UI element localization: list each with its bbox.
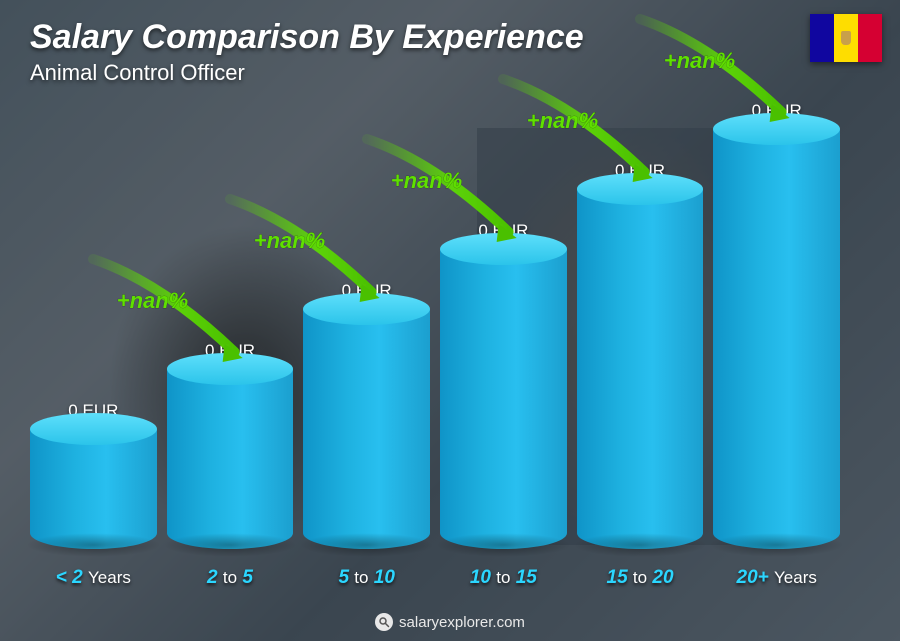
bar-body — [167, 369, 294, 549]
bar-top-ellipse — [713, 113, 840, 145]
bar-body — [577, 189, 704, 549]
bar-top-ellipse — [303, 293, 430, 325]
flag-stripe-red — [858, 14, 882, 62]
flag-stripe-yellow — [834, 14, 858, 62]
bar-body — [303, 309, 430, 549]
bar-x-label: 20+ Years — [737, 567, 817, 589]
bar-x-label: 10 to 15 — [470, 567, 537, 589]
magnifier-icon — [375, 613, 393, 631]
svg-text:+nan%: +nan% — [664, 48, 735, 73]
bar-cylinder — [713, 129, 840, 549]
bar-top-ellipse — [577, 173, 704, 205]
bar-top-ellipse — [167, 353, 294, 385]
footer-text: salaryexplorer.com — [399, 614, 525, 631]
bar-group-0: 0 EUR< 2 Years — [30, 401, 157, 589]
bar-body — [713, 129, 840, 549]
bar-x-label: 2 to 5 — [207, 567, 253, 589]
bar-group-2: 0 EUR5 to 10 — [303, 281, 430, 589]
bar-x-label: 15 to 20 — [607, 567, 674, 589]
flag-stripe-blue — [810, 14, 834, 62]
bar-cylinder — [167, 369, 294, 549]
bar-top-ellipse — [440, 233, 567, 265]
bar-cylinder — [440, 249, 567, 549]
bar-x-label: < 2 Years — [56, 567, 131, 589]
country-flag-andorra — [810, 14, 882, 62]
bar-group-1: 0 EUR2 to 5 — [167, 341, 294, 589]
bar-top-ellipse — [30, 413, 157, 445]
footer: salaryexplorer.com — [0, 613, 900, 631]
bar-cylinder — [30, 429, 157, 549]
bar-x-label: 5 to 10 — [338, 567, 394, 589]
bar-body — [440, 249, 567, 549]
bar-chart: 0 EUR< 2 Years0 EUR2 to 50 EUR5 to 100 E… — [30, 109, 840, 589]
page-subtitle: Animal Control Officer — [30, 60, 245, 86]
bar-group-5: 0 EUR20+ Years — [713, 101, 840, 589]
bar-group-4: 0 EUR15 to 20 — [577, 161, 704, 589]
bar-group-3: 0 EUR10 to 15 — [440, 221, 567, 589]
page-title: Salary Comparison By Experience — [30, 18, 584, 57]
content-layer: Salary Comparison By Experience Animal C… — [0, 0, 900, 641]
bar-cylinder — [303, 309, 430, 549]
bar-cylinder — [577, 189, 704, 549]
bar-body — [30, 429, 157, 549]
